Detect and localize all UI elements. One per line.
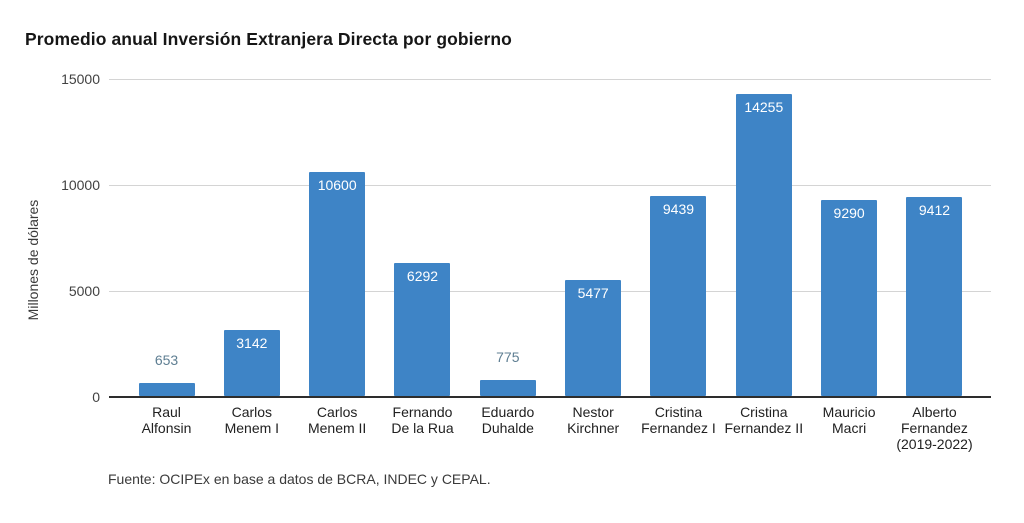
bar-value-label-6: 5477 bbox=[577, 285, 609, 302]
bar-5 bbox=[479, 380, 536, 397]
x-tick-label-9: Mauricio Macri bbox=[822, 404, 876, 436]
x-axis-line bbox=[109, 395, 991, 398]
bar-3 bbox=[309, 171, 366, 397]
bar-value-label-8: 14255 bbox=[744, 99, 784, 116]
bar-value-label-5: 775 bbox=[496, 349, 520, 366]
bar-value-label-10: 9412 bbox=[918, 201, 951, 218]
y-tick-label-15000: 15000 bbox=[61, 70, 100, 87]
bar-value-label-1: 653 bbox=[154, 351, 179, 368]
gridline-5000 bbox=[109, 290, 991, 292]
bar-4 bbox=[394, 263, 451, 397]
x-tick-label-1: Raul Alfonsin bbox=[141, 404, 192, 436]
bar-value-label-4: 6292 bbox=[406, 268, 439, 285]
y-tick-label-10000: 10000 bbox=[61, 176, 100, 193]
gridline-15000 bbox=[109, 78, 991, 80]
y-axis-title: Millones de dólares bbox=[25, 199, 41, 321]
bar-8 bbox=[735, 94, 792, 397]
bar-value-label-2: 3142 bbox=[236, 334, 268, 351]
bar-10 bbox=[906, 196, 963, 397]
bar-9 bbox=[821, 199, 878, 397]
x-tick-label-10: Alberto Fernandez (2019-2022) bbox=[896, 404, 973, 452]
bar-value-label-3: 10600 bbox=[317, 176, 357, 193]
bar-1 bbox=[138, 382, 195, 397]
source-note: Fuente: OCIPEx en base a datos de BCRA, … bbox=[108, 471, 491, 487]
bar-7 bbox=[650, 196, 707, 397]
bar-value-label-7: 9439 bbox=[662, 201, 695, 218]
x-tick-label-3: Carlos Menem II bbox=[307, 404, 367, 436]
y-tick-label-5000: 5000 bbox=[68, 282, 100, 299]
x-tick-label-5: Eduardo Duhalde bbox=[481, 404, 535, 436]
x-tick-label-6: Nestor Kirchner bbox=[567, 404, 620, 436]
y-tick-label-0: 0 bbox=[92, 388, 100, 405]
gridline-10000 bbox=[109, 184, 991, 186]
x-tick-label-2: Carlos Menem I bbox=[224, 404, 280, 436]
chart-title: Promedio anual Inversión Extranjera Dire… bbox=[25, 29, 512, 49]
x-tick-label-8: Cristina Fernandez II bbox=[724, 404, 804, 436]
x-tick-label-7: Cristina Fernandez I bbox=[641, 404, 716, 436]
bar-value-label-9: 9290 bbox=[833, 204, 865, 221]
bar-6 bbox=[565, 280, 622, 397]
bar-2 bbox=[223, 329, 280, 397]
x-tick-label-4: Fernando De la Rua bbox=[391, 404, 454, 436]
